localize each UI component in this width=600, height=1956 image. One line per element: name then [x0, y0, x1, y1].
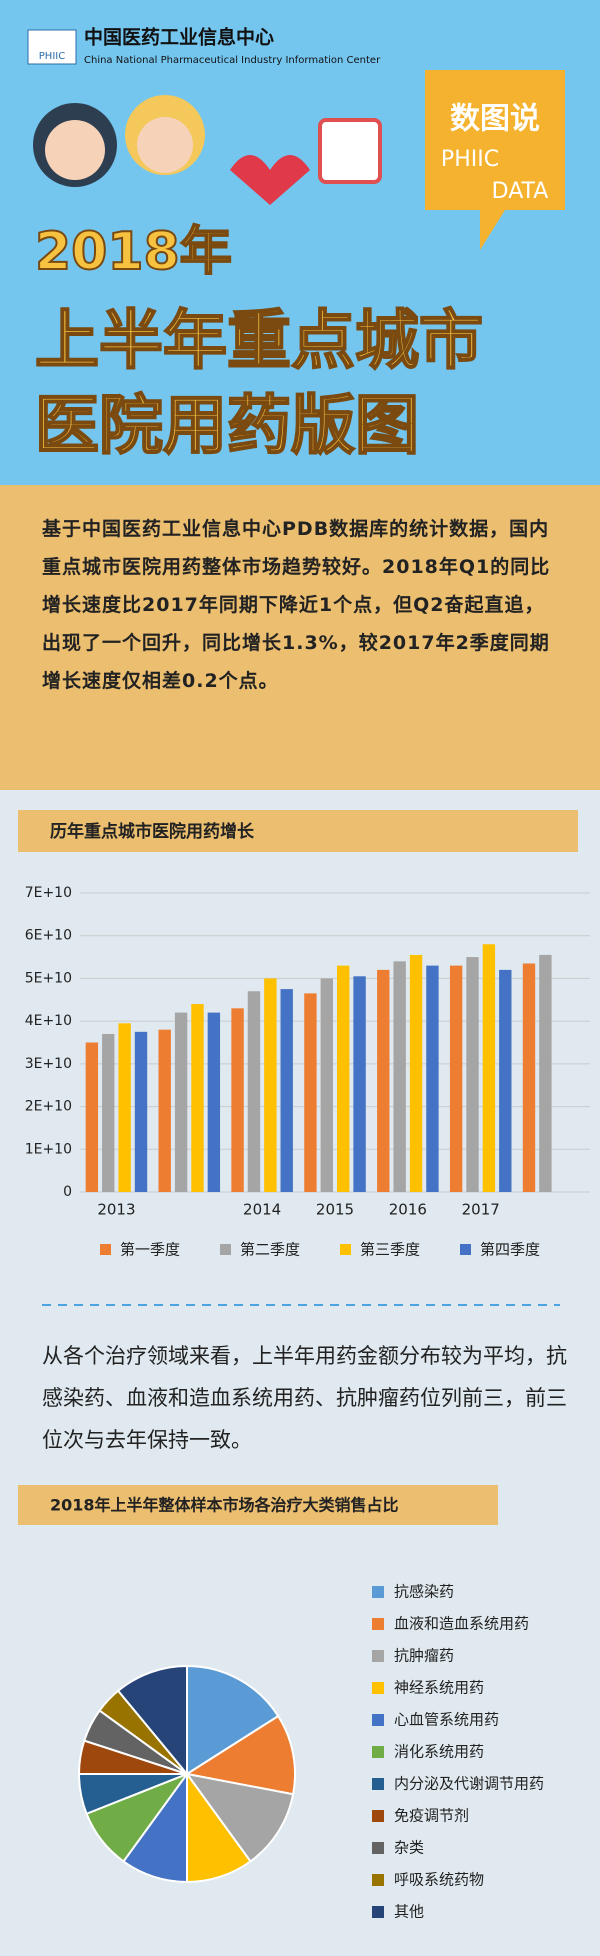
legend-swatch: [372, 1842, 384, 1854]
heart-icon: [230, 155, 310, 205]
nurse-face: [137, 117, 193, 173]
y-tick-label: 0: [63, 1184, 72, 1200]
chart-title-bg: [18, 810, 578, 852]
bar: [247, 991, 261, 1192]
legend-swatch: [340, 1244, 351, 1255]
intro-bg: [0, 485, 600, 790]
bar: [522, 963, 536, 1192]
legend-label: 第二季度: [240, 1241, 300, 1259]
title-line: 上半年重点城市: [35, 305, 483, 379]
bar: [353, 976, 366, 1192]
bar: [377, 969, 390, 1192]
x-tick-label: 2014: [243, 1201, 281, 1219]
pie-slice: [116, 1664, 188, 1777]
badge-bubble: [425, 70, 565, 250]
legend-swatch: [460, 1244, 471, 1255]
bar: [134, 1031, 148, 1192]
bar: [304, 993, 317, 1192]
legend-swatch: [372, 1746, 384, 1758]
legend-label: 第三季度: [360, 1241, 420, 1259]
x-tick-label: 2015: [316, 1201, 354, 1219]
bar: [337, 965, 350, 1192]
legend-swatch: [372, 1810, 384, 1822]
calendar-icon: [318, 118, 382, 184]
legend-label: 抗肿瘤药: [394, 1647, 454, 1665]
legend-label: 心血管系统用药: [394, 1711, 499, 1729]
bar: [482, 944, 496, 1192]
org-name: 中国医药工业信息中心: [84, 26, 274, 49]
legend-swatch: [372, 1778, 384, 1790]
x-tick-label: 2017: [462, 1201, 500, 1219]
bar: [426, 965, 439, 1192]
logo: PHIIC: [39, 51, 65, 62]
org-name-en: China National Pharmaceutical Industry I…: [84, 55, 381, 66]
bar: [499, 969, 512, 1192]
badge-text: DATA: [492, 179, 549, 204]
bar: [191, 1004, 204, 1192]
legend-label: 第四季度: [480, 1241, 540, 1259]
bar: [118, 1023, 131, 1192]
legend-label: 抗感染药: [394, 1583, 454, 1601]
doctor-face: [45, 120, 105, 180]
legend-swatch: [372, 1714, 384, 1726]
chart-title: 2018年上半年整体样本市场各治疗大类销售占比: [50, 1496, 399, 1515]
y-tick-label: 2E+10: [25, 1099, 72, 1115]
bar: [85, 1042, 99, 1192]
bar: [158, 1029, 171, 1192]
bar: [207, 1012, 221, 1192]
legend-swatch: [372, 1682, 384, 1694]
y-tick-label: 5E+10: [25, 970, 72, 986]
badge-text: 数图说: [450, 102, 540, 137]
legend-label: 免疫调节剂: [394, 1807, 469, 1825]
x-tick-label: 2013: [97, 1201, 135, 1219]
bar: [174, 1012, 188, 1192]
bar: [409, 954, 423, 1192]
legend-swatch: [100, 1244, 111, 1255]
bar: [466, 957, 479, 1192]
y-tick-label: 3E+10: [25, 1056, 72, 1072]
x-tick-label: 2016: [389, 1201, 427, 1219]
badge-text: PHIIC: [441, 147, 499, 172]
legend-label: 呼吸系统药物: [394, 1871, 484, 1889]
bar: [320, 978, 333, 1192]
y-tick-label: 1E+10: [25, 1141, 72, 1157]
intro-text: 基于中国医药工业信息中心PDB数据库的统计数据，国内重点城市医院用药整体市场趋势…: [42, 518, 551, 692]
legend-label: 杂类: [394, 1839, 424, 1857]
bar: [393, 961, 406, 1192]
legend-label: 内分泌及代谢调节用药: [394, 1775, 544, 1793]
legend-label: 其他: [394, 1903, 424, 1921]
chart-title-bg: [18, 1485, 498, 1525]
bar: [102, 1033, 115, 1192]
bar: [449, 965, 463, 1192]
bar: [264, 978, 277, 1192]
legend-swatch: [220, 1244, 231, 1255]
legend-swatch: [372, 1586, 384, 1598]
y-tick-label: 6E+10: [25, 928, 72, 944]
pie-slice: [184, 1714, 296, 1796]
bar: [280, 989, 293, 1192]
title-line: 2018年: [35, 222, 232, 282]
bar: [231, 1008, 244, 1192]
legend-swatch: [372, 1906, 384, 1918]
pie-slice: [184, 1772, 295, 1863]
summary-text: 从各个治疗领域来看，上半年用药金额分布较为平均，抗感染药、血液和造血系统用药、抗…: [42, 1344, 567, 1452]
legend-label: 消化系统用药: [394, 1743, 484, 1761]
y-tick-label: 4E+10: [25, 1013, 72, 1029]
y-tick-label: 7E+10: [25, 885, 72, 901]
bar: [539, 954, 552, 1192]
title-line: 医院用药版图: [35, 390, 419, 464]
chart-title: 历年重点城市医院用药增长: [50, 821, 255, 842]
pie-slice: [186, 1664, 280, 1776]
logo-box: [27, 29, 77, 65]
legend-swatch: [372, 1650, 384, 1662]
legend-label: 第一季度: [120, 1241, 180, 1259]
legend-label: 神经系统用药: [394, 1679, 484, 1697]
legend-label: 血液和造血系统用药: [394, 1615, 529, 1633]
legend-swatch: [372, 1874, 384, 1886]
legend-swatch: [372, 1618, 384, 1630]
